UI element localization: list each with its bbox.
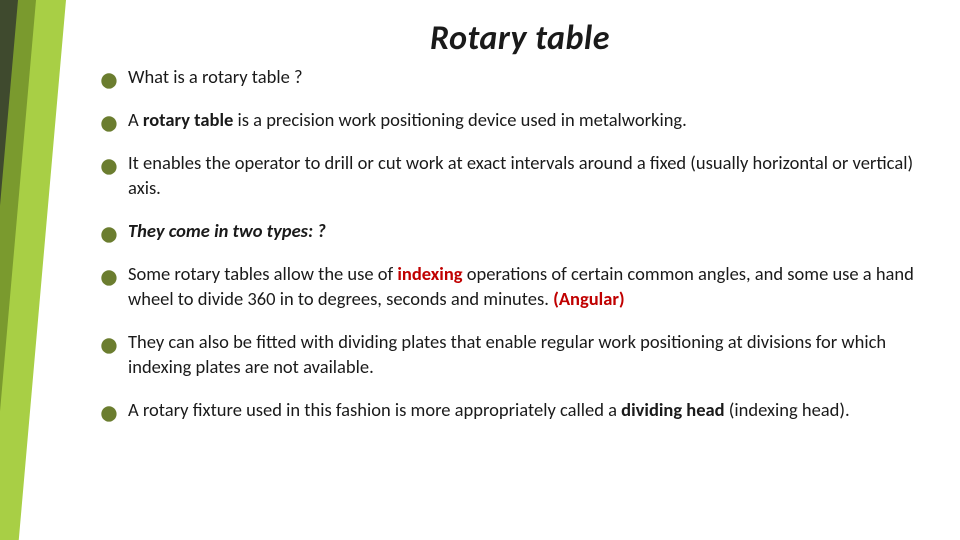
bullet-item: They can also be fitted with dividing pl… [100, 330, 940, 380]
bullet-item: What is a rotary table ? [100, 65, 940, 90]
bullet-item: They come in two types: ? [100, 219, 940, 244]
text-run: (Angular) [553, 287, 625, 310]
bullet-list: What is a rotary table ? A rotary table i… [100, 65, 940, 423]
text-run: rotary table [143, 108, 233, 131]
text-run: They come in two types: ? [128, 219, 326, 242]
text-run: A rotary fixture used in this fashion is… [128, 398, 621, 421]
text-run: (indexing head). [725, 398, 850, 421]
text-run: It enables the operator to drill or cut … [128, 151, 913, 199]
text-run: A [128, 108, 143, 131]
text-run: dividing head [621, 398, 724, 421]
bullet-item: A rotary table is a precision work posit… [100, 108, 940, 133]
accent-sidebar [0, 0, 68, 540]
text-run: is a precision work positioning device u… [233, 108, 687, 131]
text-run: indexing [397, 262, 462, 285]
slide-content: Rotary table What is a rotary table ? A r… [100, 18, 940, 441]
text-run: Some rotary tables allow the use of [128, 262, 397, 285]
slide-title: Rotary table [100, 18, 940, 59]
bullet-item: A rotary fixture used in this fashion is… [100, 398, 940, 423]
text-run: What is a rotary table ? [128, 65, 303, 88]
text-run: They can also be fitted with dividing pl… [128, 330, 886, 378]
bullet-item: Some rotary tables allow the use of inde… [100, 262, 940, 312]
bullet-item: It enables the operator to drill or cut … [100, 151, 940, 201]
